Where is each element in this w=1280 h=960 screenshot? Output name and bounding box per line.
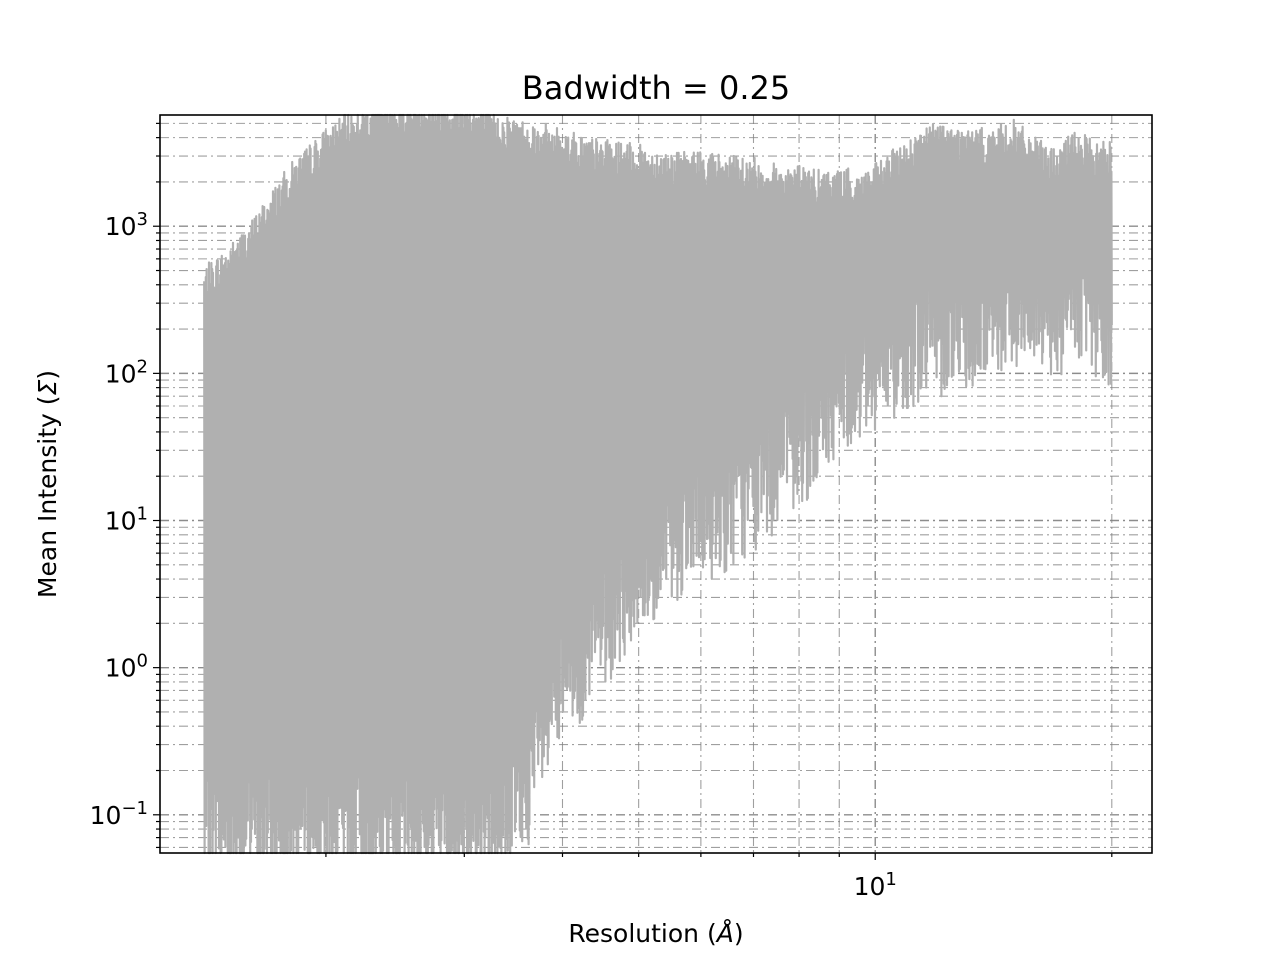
x-tick-label-exponent: 1 <box>885 869 896 890</box>
x-tick-label: 101 <box>854 869 897 901</box>
y-tick-label-exponent: −1 <box>121 798 148 819</box>
series-line <box>203 113 1113 855</box>
ticks <box>153 122 1113 860</box>
chart-title: Badwidth = 0.25 <box>522 69 790 107</box>
y-tick-label-base: 10 <box>105 359 137 388</box>
x-tick-label-base: 10 <box>854 872 886 901</box>
axes-frame <box>159 114 1153 854</box>
y-tick-label: 102 <box>105 356 148 388</box>
y-tick-label-exponent: 3 <box>137 209 148 230</box>
y-tick-label-exponent: 2 <box>137 356 148 377</box>
y-axis-label-close: ) <box>33 370 62 380</box>
y-tick-label-base: 10 <box>105 212 137 241</box>
series-layer <box>203 113 1113 855</box>
x-axis-label-close: ) <box>734 919 744 948</box>
x-axis-label: Resolution (Å) <box>568 919 743 948</box>
y-tick-label-base: 10 <box>90 801 122 830</box>
x-axis-label-text: Resolution ( <box>568 919 716 948</box>
y-tick-label: 10−1 <box>90 798 148 830</box>
y-tick-label-exponent: 0 <box>137 651 148 672</box>
y-axis-label-symbol: Σ <box>33 379 62 395</box>
y-tick-label-exponent: 1 <box>137 504 148 525</box>
y-tick-label: 103 <box>105 209 148 241</box>
y-tick-label: 101 <box>105 504 148 536</box>
x-axis-label-symbol: Å <box>715 919 734 948</box>
y-axis-label: Mean Intensity (Σ) <box>33 370 62 598</box>
y-tick-label: 100 <box>105 651 148 683</box>
y-tick-label-base: 10 <box>105 507 137 536</box>
y-axis-label-text: Mean Intensity ( <box>33 395 62 598</box>
y-tick-label-base: 10 <box>105 654 137 683</box>
